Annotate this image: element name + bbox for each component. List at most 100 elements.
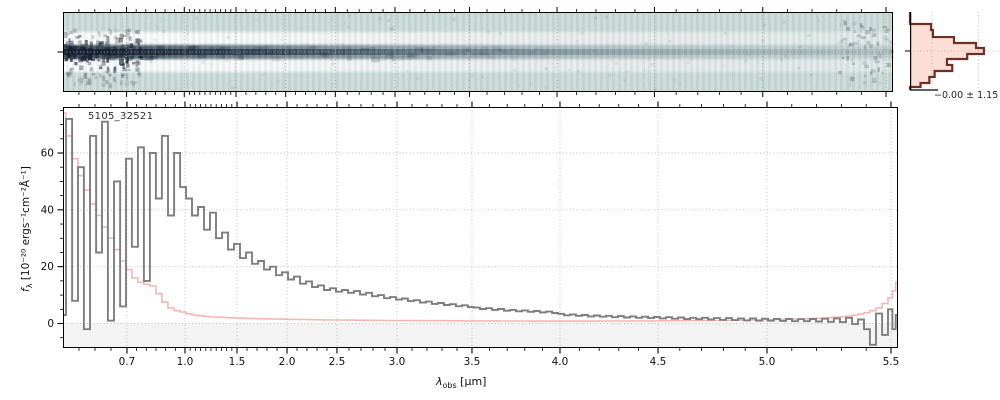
noise-pixel xyxy=(625,70,629,74)
noise-pixel xyxy=(111,79,115,83)
noise-pixel xyxy=(155,55,159,59)
y-tick-label: 60 xyxy=(41,147,54,159)
noise-pixel xyxy=(72,46,77,53)
noise-pixel xyxy=(130,82,136,86)
noise-pixel xyxy=(69,49,74,54)
noise-pixel xyxy=(812,24,816,28)
noise-pixel xyxy=(873,46,876,49)
noise-pixel xyxy=(872,28,876,33)
noise-pixel xyxy=(191,66,195,70)
noise-pixel xyxy=(667,55,671,59)
noise-pixel xyxy=(135,38,140,43)
noise-pixel xyxy=(120,48,123,53)
noise-pixel xyxy=(107,68,110,73)
noise-pixel xyxy=(127,56,133,61)
noise-pixel xyxy=(108,52,111,57)
noise-pixel xyxy=(513,68,517,72)
noise-pixel xyxy=(135,29,140,35)
noise-pixel xyxy=(474,60,478,64)
noise-pixel xyxy=(254,46,264,52)
noise-pixel xyxy=(116,54,120,58)
noise-pixel xyxy=(103,51,113,57)
noise-pixel xyxy=(72,45,78,49)
noise-pixel xyxy=(419,53,423,57)
histogram-fill xyxy=(910,12,984,90)
noise-pixel xyxy=(269,66,273,70)
noise-pixel xyxy=(331,78,335,82)
noise-pixel xyxy=(517,84,520,87)
noise-pixel xyxy=(101,47,107,53)
noise-pixel xyxy=(863,44,867,50)
noise-pixel xyxy=(122,67,127,72)
noise-pixel xyxy=(853,30,857,34)
object-id-label: 5105_32521 xyxy=(88,111,154,122)
noise-pixel xyxy=(426,56,433,61)
noise-pixel xyxy=(478,55,481,58)
noise-pixel xyxy=(606,44,610,48)
noise-pixel xyxy=(231,86,235,90)
noise-pixel xyxy=(332,29,336,33)
noise-pixel xyxy=(287,45,291,49)
noise-pixel xyxy=(678,39,682,43)
noise-pixel xyxy=(94,76,98,80)
noise-pixel xyxy=(651,63,655,67)
y-tick-label: 20 xyxy=(41,261,54,273)
noise-pixel xyxy=(162,30,166,34)
noise-pixel xyxy=(526,51,535,56)
noise-pixel xyxy=(145,55,154,61)
noise-pixel xyxy=(196,42,200,46)
y-tick-label: 0 xyxy=(47,318,54,330)
noise-pixel xyxy=(307,66,311,70)
noise-pixel xyxy=(861,36,866,40)
noise-pixel xyxy=(83,72,88,79)
noise-pixel xyxy=(111,49,115,53)
noise-pixel xyxy=(86,81,91,86)
noise-pixel xyxy=(118,37,123,43)
noise-pixel xyxy=(66,71,71,78)
noise-pixel xyxy=(158,47,164,53)
noise-pixel xyxy=(75,35,80,39)
noise-pixel xyxy=(106,35,110,42)
noise-pixel xyxy=(544,67,548,71)
noise-pixel xyxy=(73,81,76,86)
noise-pixel xyxy=(249,56,252,59)
noise-pixel xyxy=(216,45,220,49)
noise-pixel xyxy=(84,39,88,46)
noise-pixel xyxy=(680,19,684,23)
noise-pixel xyxy=(747,53,751,57)
noise-pixel xyxy=(125,29,131,35)
noise-pixel xyxy=(237,52,241,56)
noise-pixel xyxy=(643,68,647,72)
noise-pixel xyxy=(850,58,854,62)
noise-pixel xyxy=(129,43,134,48)
noise-pixel xyxy=(369,53,378,58)
noise-pixel xyxy=(126,41,130,45)
noise-pixel xyxy=(593,16,597,20)
noise-pixel xyxy=(68,38,71,42)
noise-pixel xyxy=(89,41,93,48)
noise-pixel xyxy=(102,57,106,63)
spec2d-noise xyxy=(63,14,896,93)
noise-pixel xyxy=(97,59,101,62)
noise-pixel xyxy=(672,78,676,82)
noise-pixel xyxy=(90,48,94,52)
noise-pixel xyxy=(716,56,720,60)
noise-pixel xyxy=(238,27,242,31)
noise-pixel xyxy=(98,73,102,77)
noise-pixel xyxy=(575,40,579,44)
noise-pixel xyxy=(264,45,270,50)
noise-pixel xyxy=(877,67,880,72)
noise-pixel xyxy=(418,63,421,66)
noise-pixel xyxy=(416,56,420,60)
noise-pixel xyxy=(112,46,117,52)
noise-pixel xyxy=(401,56,406,61)
noise-pixel xyxy=(78,56,83,63)
noise-pixel xyxy=(481,75,485,79)
noise-pixel xyxy=(281,32,285,36)
noise-pixel xyxy=(126,33,130,39)
noise-pixel xyxy=(724,41,728,45)
noise-pixel xyxy=(112,76,116,82)
y-axis-unit: [10⁻²⁰ ergs⁻¹cm⁻²Å⁻¹] xyxy=(19,166,32,284)
noise-pixel xyxy=(145,60,148,63)
noise-pixel xyxy=(108,46,116,52)
